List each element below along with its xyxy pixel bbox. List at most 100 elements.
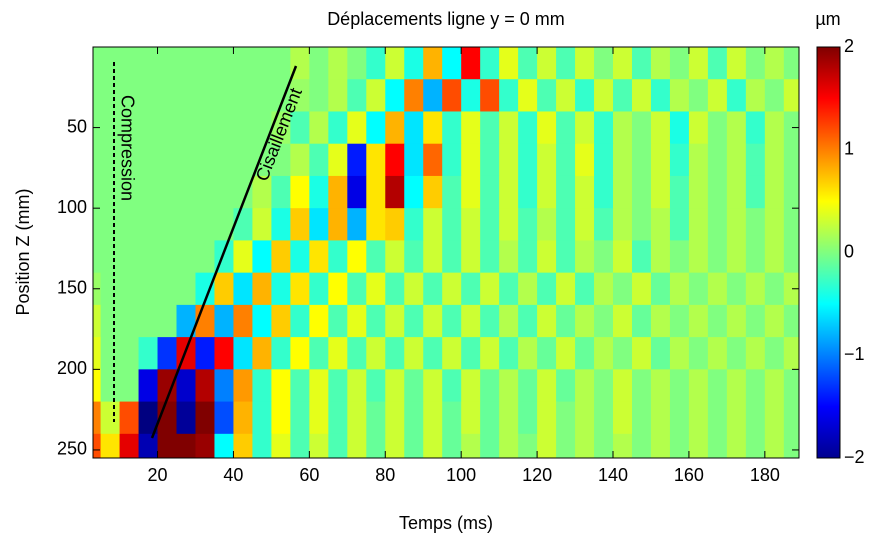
heatmap-cell xyxy=(100,401,121,435)
heatmap-cell xyxy=(556,272,576,306)
heatmap-cell xyxy=(783,337,799,370)
heatmap-cell xyxy=(100,79,121,113)
heatmap-cell xyxy=(556,79,576,113)
heatmap-cell xyxy=(764,272,785,306)
heatmap-cell xyxy=(669,272,690,306)
heatmap-cell xyxy=(138,433,159,458)
heatmap-cell xyxy=(366,79,386,113)
heatmap-cell xyxy=(423,175,443,209)
heatmap-cell xyxy=(688,304,709,338)
heatmap-cell xyxy=(347,433,367,458)
heatmap-cell xyxy=(461,143,481,177)
heatmap-cell xyxy=(594,304,614,338)
heatmap-cell xyxy=(214,401,235,435)
heatmap-cell xyxy=(707,337,728,370)
heatmap-cell xyxy=(745,401,766,435)
heatmap-cell xyxy=(328,401,348,435)
heatmap-cell xyxy=(726,401,747,435)
heatmap-cell xyxy=(157,304,178,338)
heatmap-cell xyxy=(328,304,348,338)
heatmap-cell xyxy=(157,433,178,458)
heatmap-cell xyxy=(461,175,481,209)
heatmap-cell xyxy=(100,304,121,338)
heatmap-cell xyxy=(328,111,348,145)
heatmap-cell xyxy=(309,369,329,403)
heatmap-cell xyxy=(195,369,216,403)
heatmap-cell xyxy=(157,208,178,242)
heatmap-cell xyxy=(783,79,799,113)
heatmap-cell xyxy=(745,337,766,370)
heatmap-cell xyxy=(594,111,614,145)
heatmap-cell xyxy=(556,143,576,177)
colorbar xyxy=(816,46,841,459)
heatmap-cell xyxy=(613,272,633,306)
heatmap-cell xyxy=(745,304,766,338)
heatmap-cell xyxy=(783,143,799,177)
heatmap-cell xyxy=(764,79,785,113)
heatmap-cell xyxy=(347,369,367,403)
heatmap xyxy=(93,47,799,458)
heatmap-cell xyxy=(537,143,557,177)
heatmap-cell xyxy=(93,79,102,113)
heatmap-cell xyxy=(537,272,557,306)
heatmap-cell xyxy=(233,175,254,209)
heatmap-cell xyxy=(195,79,216,113)
heatmap-cell xyxy=(176,47,197,80)
heatmap-cell xyxy=(404,47,424,80)
heatmap-cell xyxy=(442,208,462,242)
heatmap-cell xyxy=(423,111,443,145)
heatmap-cell xyxy=(613,208,633,242)
heatmap-cell xyxy=(594,47,614,80)
heatmap-cell xyxy=(499,433,519,458)
heatmap-cell xyxy=(556,240,576,274)
heatmap-cell xyxy=(366,369,386,403)
heatmap-cell xyxy=(764,143,785,177)
heatmap-cell xyxy=(290,175,310,209)
heatmap-cell xyxy=(745,175,766,209)
heatmap-cell xyxy=(309,143,329,177)
heatmap-cell xyxy=(594,369,614,403)
heatmap-cell xyxy=(385,47,405,80)
heatmap-cell xyxy=(480,208,500,242)
heatmap-cell xyxy=(707,47,728,80)
heatmap-cell xyxy=(669,304,690,338)
heatmap-cell xyxy=(252,240,272,274)
heatmap-cell xyxy=(309,240,329,274)
heatmap-cell xyxy=(631,111,652,145)
heatmap-cell xyxy=(423,272,443,306)
heatmap-cell xyxy=(366,143,386,177)
heatmap-cell xyxy=(480,369,500,403)
heatmap-cell xyxy=(631,47,652,80)
heatmap-cell xyxy=(214,143,235,177)
heatmap-cell xyxy=(214,79,235,113)
heatmap-cell xyxy=(669,401,690,435)
heatmap-cell xyxy=(461,272,481,306)
heatmap-cell xyxy=(556,337,576,370)
heatmap-cell xyxy=(271,304,291,338)
heatmap-cell xyxy=(233,272,254,306)
heatmap-cell xyxy=(480,433,500,458)
heatmap-cell xyxy=(214,47,235,80)
heatmap-cell xyxy=(783,272,799,306)
heatmap-cell xyxy=(688,401,709,435)
heatmap-cell xyxy=(726,79,747,113)
heatmap-cell xyxy=(442,401,462,435)
heatmap-cell xyxy=(233,111,254,145)
colorbar-tick-label: 1 xyxy=(844,139,854,159)
heatmap-cell xyxy=(650,111,671,145)
heatmap-cell xyxy=(119,433,140,458)
heatmap-cell xyxy=(556,401,576,435)
heatmap-cell xyxy=(745,272,766,306)
chart-title: Déplacements ligne y = 0 mm xyxy=(327,9,565,29)
heatmap-cell xyxy=(556,433,576,458)
heatmap-cell xyxy=(480,143,500,177)
heatmap-cell xyxy=(783,240,799,274)
heatmap-cell xyxy=(176,433,197,458)
heatmap-cell xyxy=(613,79,633,113)
heatmap-cell xyxy=(252,433,272,458)
heatmap-cell xyxy=(252,272,272,306)
x-tick-label: 140 xyxy=(598,465,628,485)
heatmap-cell xyxy=(575,304,595,338)
heatmap-cell xyxy=(688,175,709,209)
